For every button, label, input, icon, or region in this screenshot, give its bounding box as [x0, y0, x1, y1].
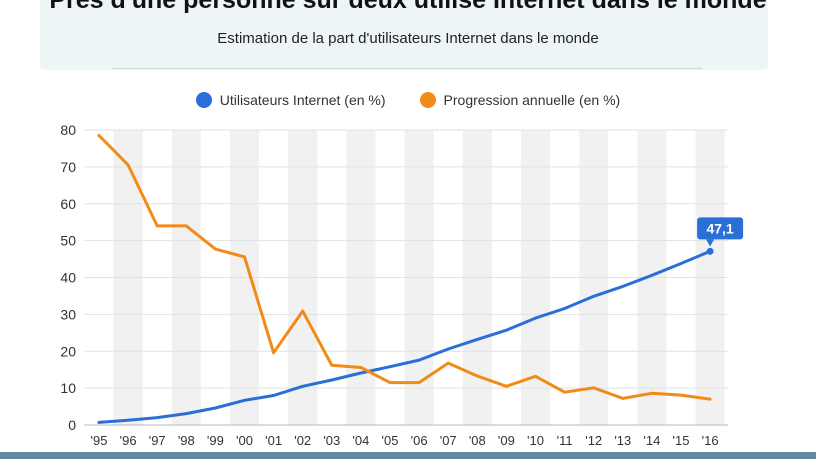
x-tick-label: '98 — [178, 433, 195, 448]
point-growth — [184, 224, 188, 228]
legend-item-users[interactable]: Utilisateurs Internet (en %) — [195, 92, 386, 108]
point-growth — [243, 255, 246, 259]
chart-title: Près d'une personne sur deux utilise Int… — [49, 0, 767, 14]
legend-label-growth: Progression annuelle (en %) — [443, 92, 621, 108]
y-tick-label: 80 — [60, 122, 76, 138]
point-growth — [214, 247, 217, 251]
x-tick-label: '10 — [527, 433, 544, 448]
x-tick-label: '02 — [294, 433, 311, 448]
x-tick-label: '96 — [120, 433, 137, 448]
x-tick-label: '12 — [585, 433, 602, 448]
point-growth — [679, 393, 683, 397]
legend-swatch-blue — [195, 92, 212, 108]
y-tick-label: 60 — [60, 196, 76, 212]
point-users — [505, 328, 508, 332]
x-tick-label: '15 — [673, 433, 690, 448]
point-users — [679, 262, 683, 265]
legend-label-users: Utilisateurs Internet (en %) — [219, 92, 386, 108]
x-tick-label: '11 — [557, 433, 573, 448]
point-users — [388, 365, 392, 369]
y-tick-label: 20 — [60, 343, 76, 359]
point-growth — [388, 381, 392, 384]
point-growth — [446, 361, 450, 365]
point-users — [621, 284, 625, 288]
x-tick-label: '99 — [207, 433, 224, 448]
point-growth — [534, 374, 537, 378]
x-tick-label: '05 — [382, 433, 399, 448]
point-users — [243, 398, 246, 402]
point-growth — [330, 363, 334, 367]
x-tick-label: '95 — [91, 433, 108, 448]
y-tick-label: 30 — [60, 306, 76, 322]
callout-point — [706, 247, 714, 255]
x-tick-label: '01 — [265, 433, 282, 448]
point-users — [475, 338, 479, 341]
footer-bar — [0, 452, 816, 459]
point-users — [272, 394, 275, 397]
point-growth — [359, 366, 363, 369]
x-tick-label: '00 — [236, 433, 253, 448]
point-growth — [592, 386, 596, 390]
point-growth — [301, 309, 305, 313]
callout-pointer — [706, 239, 715, 247]
header-divider — [112, 68, 702, 69]
point-users — [417, 358, 421, 362]
point-users — [214, 406, 217, 410]
series-line-users — [97, 249, 712, 424]
point-growth — [155, 224, 159, 228]
point-users — [155, 416, 159, 420]
x-tick-label: '97 — [149, 433, 166, 448]
legend-item-growth[interactable]: Progression annuelle (en %) — [419, 92, 621, 108]
point-users — [330, 378, 334, 382]
y-tick-label: 40 — [60, 270, 76, 286]
y-tick-label: 10 — [60, 380, 76, 396]
chart-subtitle: Estimation de la part d'utilisateurs Int… — [217, 30, 599, 47]
point-users — [97, 421, 101, 424]
point-users — [534, 316, 537, 320]
point-users — [563, 307, 566, 310]
point-users — [126, 418, 130, 422]
x-tick-label: '08 — [469, 433, 486, 448]
x-tick-label: '06 — [411, 433, 428, 448]
point-users — [446, 347, 450, 351]
point-growth — [475, 374, 479, 378]
point-growth — [97, 134, 101, 137]
callout-label: 47,1 — [706, 220, 733, 236]
x-tick-label: '03 — [323, 433, 340, 448]
point-growth — [417, 381, 421, 384]
point-users — [592, 294, 596, 298]
point-users — [301, 384, 305, 388]
chart-legend: Utilisateurs Internet (en %) Progression… — [0, 92, 816, 108]
x-tick-label: '04 — [352, 433, 369, 448]
point-growth — [650, 391, 654, 395]
x-tick-label: '16 — [702, 433, 719, 448]
point-growth — [272, 351, 275, 355]
x-tick-label: '09 — [498, 433, 515, 448]
point-growth — [126, 163, 130, 167]
point-growth — [621, 397, 625, 400]
point-growth — [505, 384, 508, 388]
x-tick-label: '14 — [643, 433, 660, 448]
x-tick-label: '13 — [614, 433, 631, 448]
point-growth — [708, 397, 712, 401]
callout-box — [697, 217, 744, 240]
x-tick-label: '07 — [440, 433, 457, 448]
y-tick-label: 0 — [68, 417, 76, 433]
point-users — [650, 273, 654, 277]
series-line-growth — [97, 134, 712, 401]
point-users — [184, 412, 188, 415]
y-tick-label: 50 — [60, 233, 76, 249]
point-growth — [563, 390, 566, 394]
header-panel — [40, 0, 768, 70]
y-tick-label: 70 — [60, 159, 76, 175]
point-users — [359, 371, 363, 375]
legend-swatch-orange — [419, 92, 436, 108]
